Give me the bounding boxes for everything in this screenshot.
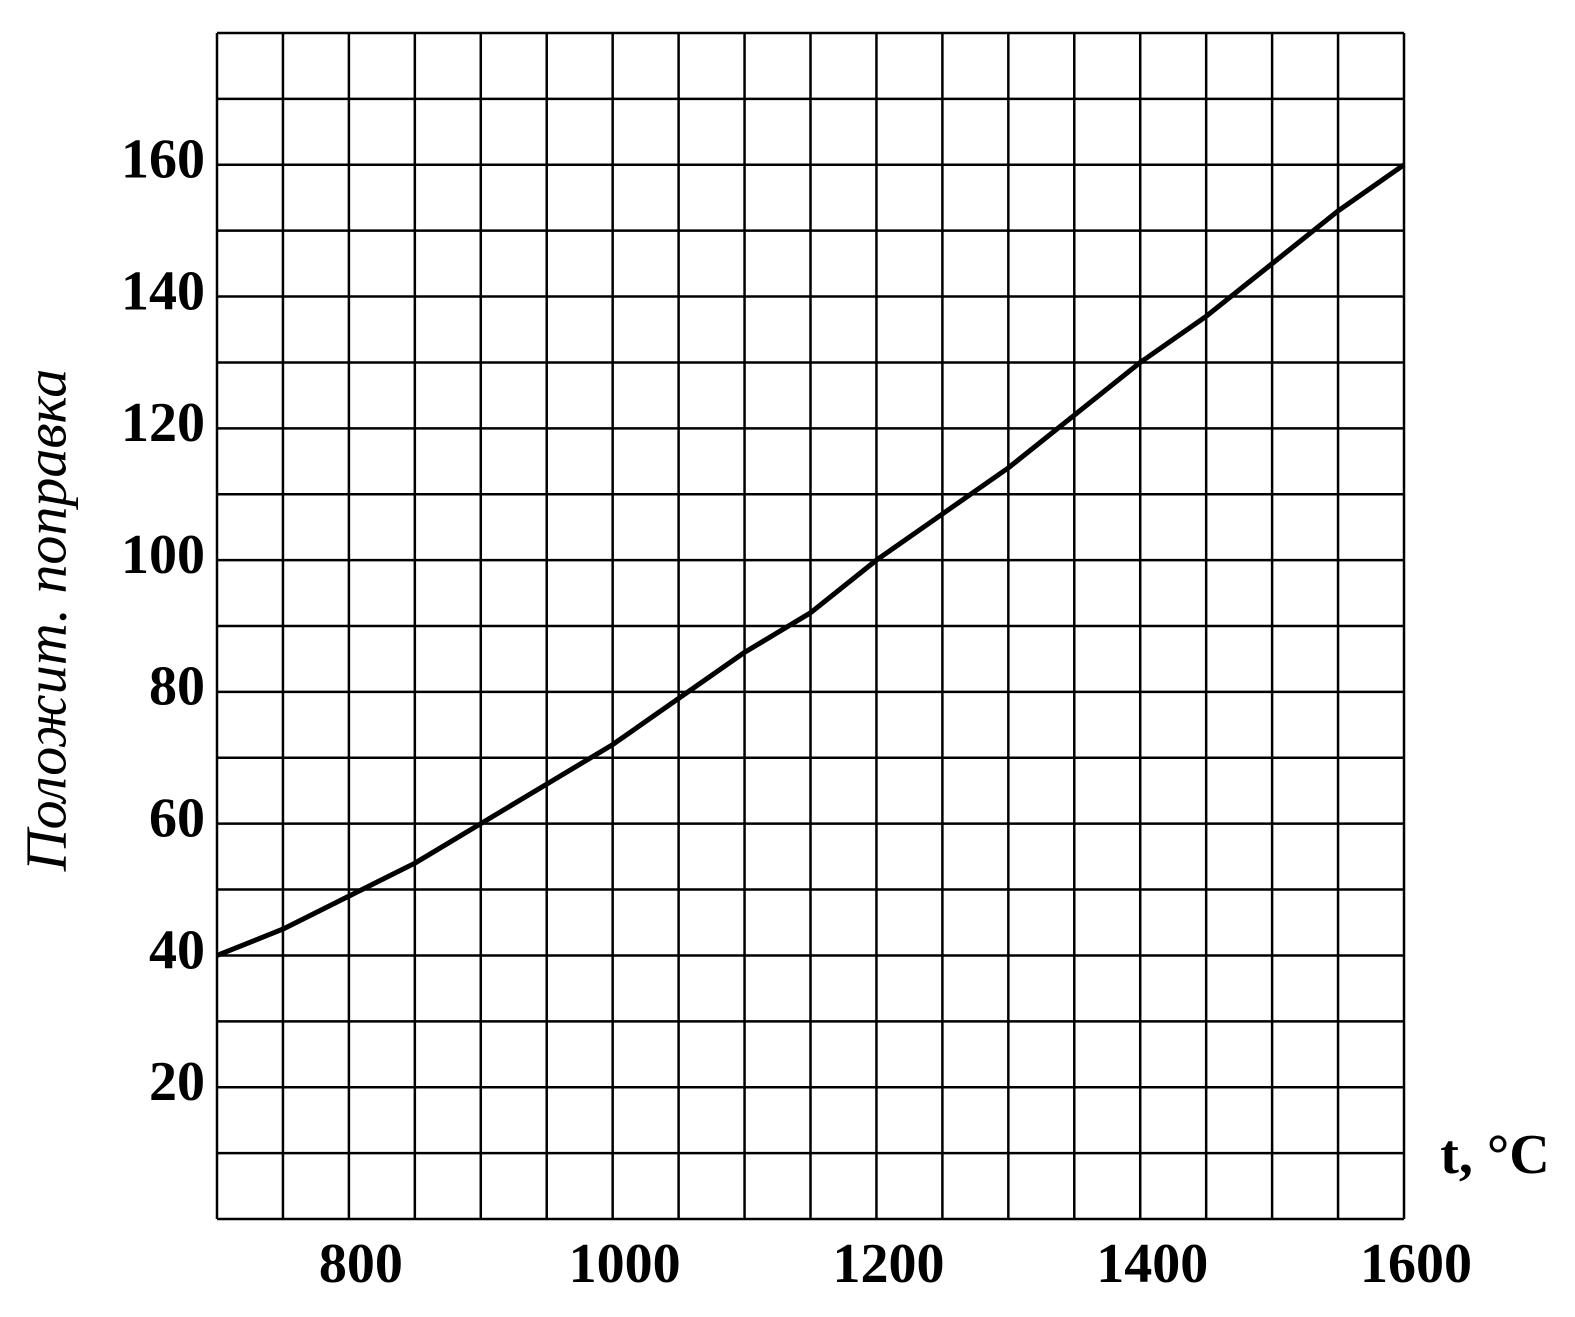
data-line: [216, 162, 1406, 958]
y-tick-label: 20: [149, 1051, 205, 1113]
y-tick-label: 100: [121, 524, 205, 586]
x-tick-label: 1600: [1360, 1233, 1472, 1295]
x-tick-label: 1200: [832, 1233, 944, 1295]
y-tick-label: 40: [149, 919, 205, 981]
x-tick-label: 1000: [569, 1233, 681, 1295]
x-axis-label: t, °C: [1440, 1124, 1549, 1186]
y-tick-label: 160: [121, 129, 205, 191]
y-tick-label: 80: [149, 656, 205, 718]
x-tick-label: 800: [319, 1233, 403, 1295]
y-axis-label: Положит. поправка: [13, 369, 78, 872]
x-tick-label: 1400: [1096, 1233, 1208, 1295]
y-tick-label: 120: [121, 392, 205, 454]
y-tick-label: 140: [121, 260, 205, 322]
y-tick-label: 60: [149, 788, 205, 850]
